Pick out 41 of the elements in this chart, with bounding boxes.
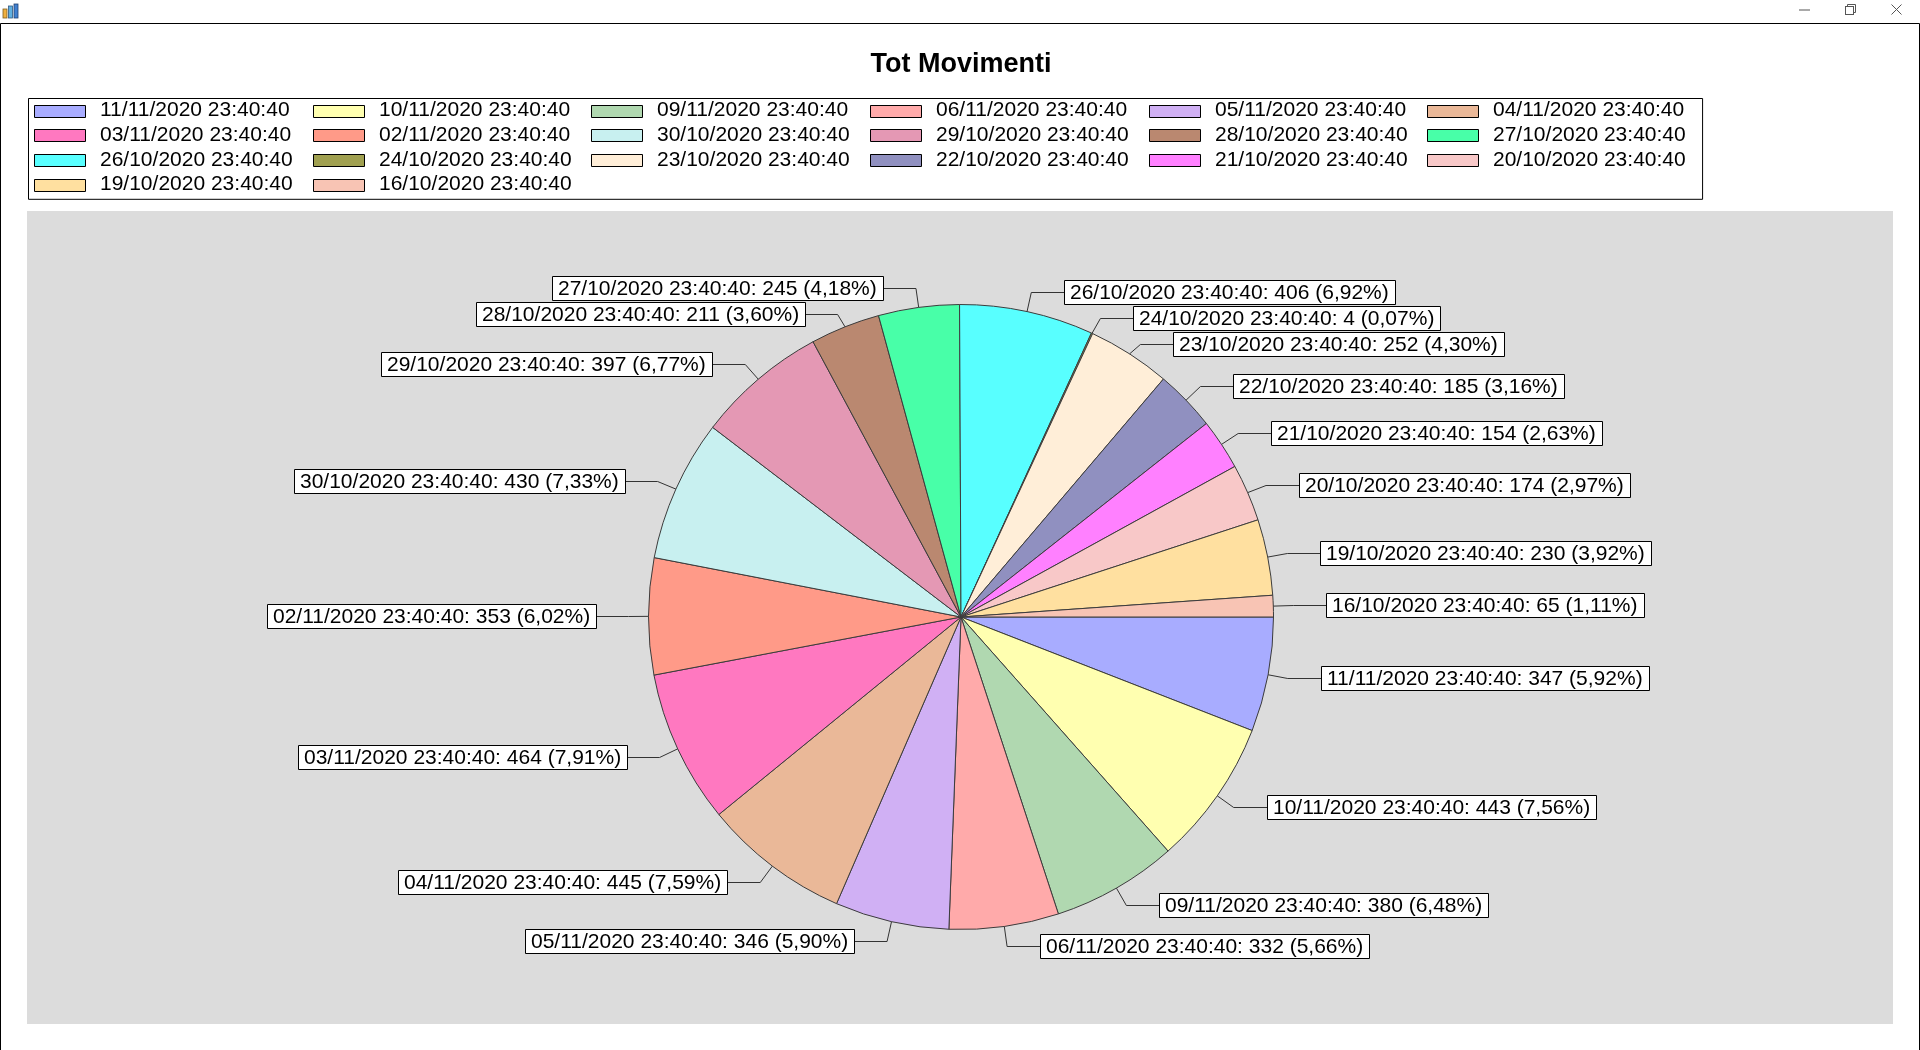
legend-label: 06/11/2020 23:40:40 (936, 97, 1128, 121)
data-label: 11/11/2020 23:40:40: 347 (5,92%) (1327, 665, 1643, 689)
data-label: 30/10/2020 23:40:40: 430 (7,33%) (300, 468, 619, 492)
data-label: 09/11/2020 23:40:40: 380 (6,48%) (1165, 892, 1483, 916)
data-label: 02/11/2020 23:40:40: 353 (6,02%) (273, 603, 591, 627)
legend-label: 30/10/2020 23:40:40 (657, 122, 850, 145)
legend-label: 24/10/2020 23:40:40 (379, 146, 572, 170)
legend-label: 23/10/2020 23:40:40 (657, 146, 850, 170)
data-label: 20/10/2020 23:40:40: 174 (2,97%) (1305, 472, 1624, 496)
data-label: 06/11/2020 23:40:40: 332 (5,66%) (1046, 933, 1364, 957)
data-label: 28/10/2020 23:40:40: 211 (3,60%) (482, 301, 800, 325)
data-label: 19/10/2020 23:40:40: 230 (3,92%) (1326, 540, 1645, 564)
data-label: 10/11/2020 23:40:40: 443 (7,56%) (1273, 794, 1591, 818)
data-label: 03/11/2020 23:40:40: 464 (7,91%) (304, 744, 622, 768)
legend-label: 10/11/2020 23:40:40 (379, 97, 571, 121)
legend-label: 21/10/2020 23:40:40 (1215, 146, 1408, 170)
data-label: 22/10/2020 23:40:40: 185 (3,16%) (1239, 373, 1558, 397)
legend-label: 27/10/2020 23:40:40 (1493, 122, 1686, 145)
data-label: 05/11/2020 23:40:40: 346 (5,90%) (531, 928, 849, 952)
data-label: 21/10/2020 23:40:40: 154 (2,63%) (1277, 420, 1596, 444)
legend-label: 19/10/2020 23:40:40 (100, 171, 293, 195)
legend-label: 22/10/2020 23:40:40 (936, 146, 1129, 170)
data-label: 04/11/2020 23:40:40: 445 (7,59%) (404, 869, 722, 893)
legend-label: 03/11/2020 23:40:40 (100, 122, 292, 145)
legend-label: 09/11/2020 23:40:40 (657, 97, 849, 121)
legend-label: 11/11/2020 23:40:40 (100, 97, 290, 121)
legend-label: 02/11/2020 23:40:40 (379, 122, 571, 145)
legend-label: 26/10/2020 23:40:40 (100, 146, 293, 170)
data-label: 23/10/2020 23:40:40: 252 (4,30%) (1179, 331, 1498, 355)
legend-label: 16/10/2020 23:40:40 (379, 171, 572, 195)
data-label: 29/10/2020 23:40:40: 397 (6,77%) (387, 351, 706, 375)
legend-label: 28/10/2020 23:40:40 (1215, 122, 1408, 145)
legend-label: 29/10/2020 23:40:40 (936, 122, 1129, 145)
chart-title: Tot Movimenti (870, 48, 1052, 79)
data-label: 24/10/2020 23:40:40: 4 (0,07%) (1139, 305, 1435, 329)
data-label: 26/10/2020 23:40:40: 406 (6,92%) (1070, 279, 1389, 303)
data-label: 27/10/2020 23:40:40: 245 (4,18%) (558, 275, 877, 299)
data-label: 16/10/2020 23:40:40: 65 (1,11%) (1332, 592, 1638, 616)
legend-label: 20/10/2020 23:40:40 (1493, 146, 1686, 170)
legend-label: 04/11/2020 23:40:40 (1493, 97, 1685, 121)
legend-label: 05/11/2020 23:40:40 (1215, 97, 1407, 121)
